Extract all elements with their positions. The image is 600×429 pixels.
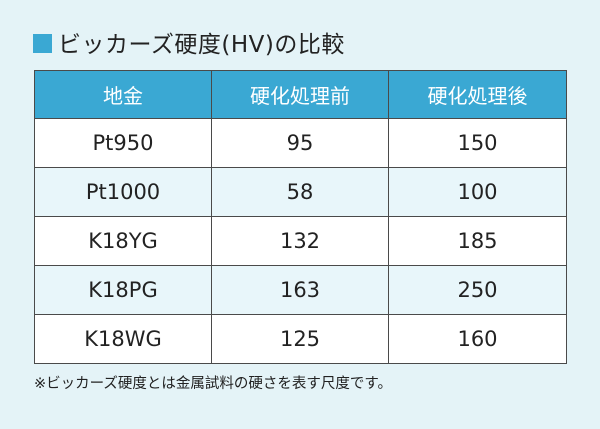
header-metal: 地金 xyxy=(34,70,212,119)
header-before: 硬化処理前 xyxy=(211,70,389,119)
cell-metal: Pt950 xyxy=(34,118,212,168)
table-row: Pt950 95 150 xyxy=(34,118,567,168)
cell-before: 163 xyxy=(211,265,389,315)
title-square-icon xyxy=(33,33,52,53)
cell-after: 250 xyxy=(388,265,567,315)
cell-after: 160 xyxy=(388,314,567,364)
table-row: Pt1000 58 100 xyxy=(34,167,567,217)
cell-before: 132 xyxy=(211,216,389,266)
cell-after: 150 xyxy=(388,118,567,168)
footnote: ※ビッカーズ硬度とは金属試料の硬さを表す尺度です。 xyxy=(34,376,392,392)
cell-metal: Pt1000 xyxy=(34,167,212,217)
table-row: K18PG 163 250 xyxy=(34,265,567,315)
cell-before: 58 xyxy=(211,167,389,217)
header-after: 硬化処理後 xyxy=(388,70,567,119)
cell-before: 95 xyxy=(211,118,389,168)
table-row: K18YG 132 185 xyxy=(34,216,567,266)
cell-after: 185 xyxy=(388,216,567,266)
hardness-table: 地金 硬化処理前 硬化処理後 Pt950 95 150 Pt1000 58 10… xyxy=(34,70,567,364)
cell-before: 125 xyxy=(211,314,389,364)
table-row: K18WG 125 160 xyxy=(34,314,567,364)
cell-metal: K18WG xyxy=(34,314,212,364)
cell-metal: K18PG xyxy=(34,265,212,315)
title-text: ビッカーズ硬度(HV)の比較 xyxy=(58,32,345,58)
page-title: ビッカーズ硬度(HV)の比較 xyxy=(33,22,345,62)
table-header-row: 地金 硬化処理前 硬化処理後 xyxy=(34,70,567,119)
cell-after: 100 xyxy=(388,167,567,217)
cell-metal: K18YG xyxy=(34,216,212,266)
